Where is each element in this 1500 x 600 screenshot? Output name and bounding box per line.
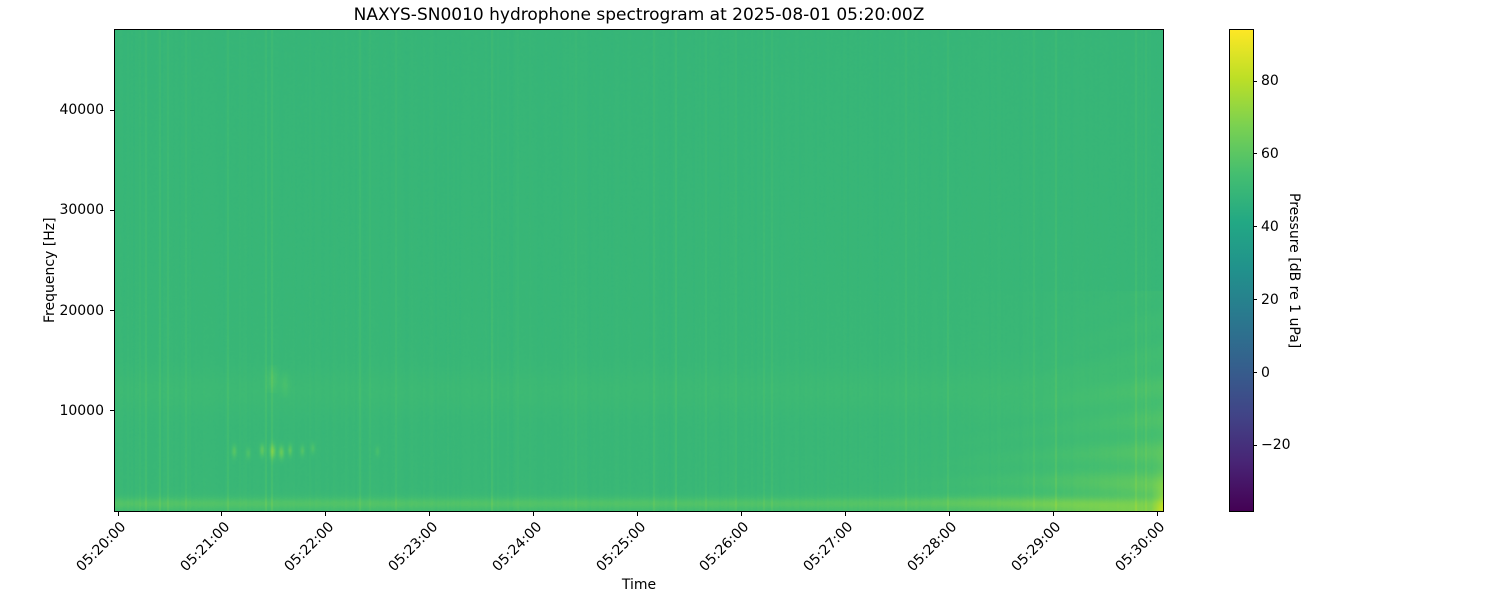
- colorbar-tick-mark: [1253, 372, 1257, 374]
- y-tick-label: 30000: [59, 202, 104, 219]
- x-tick-mark: [221, 512, 223, 516]
- y-tick-mark: [110, 410, 114, 412]
- colorbar-tick-label: 20: [1261, 291, 1279, 308]
- y-tick-mark: [110, 109, 114, 111]
- y-tick-label: 40000: [59, 102, 104, 119]
- colorbar-tick-mark: [1253, 226, 1257, 228]
- colorbar-tick-mark: [1253, 444, 1257, 446]
- colorbar-gradient: [1230, 30, 1253, 511]
- y-tick-mark: [110, 209, 114, 211]
- y-tick-mark: [110, 310, 114, 312]
- x-tick-mark: [429, 512, 431, 516]
- x-tick-mark: [1156, 512, 1158, 516]
- colorbar-tick-label: 80: [1261, 73, 1279, 89]
- y-tick-label: 10000: [59, 402, 104, 419]
- colorbar-tick-label: 60: [1261, 145, 1279, 162]
- x-tick-label: 05:20:00: [73, 519, 130, 575]
- colorbar-tick-label: 40: [1261, 218, 1279, 235]
- x-tick-mark: [740, 512, 742, 516]
- x-tick-mark: [1052, 512, 1054, 516]
- x-tick-mark: [117, 512, 119, 516]
- spectrogram-heatmap: [115, 30, 1163, 511]
- colorbar-tick-mark: [1253, 153, 1257, 155]
- x-tick-mark: [948, 512, 950, 516]
- colorbar-tick-mark: [1253, 299, 1257, 301]
- colorbar-tick-label: −20: [1261, 437, 1291, 454]
- x-tick-mark: [637, 512, 638, 516]
- chart-title: NAXYS-SN0010 hydrophone spectrogram at 2…: [353, 5, 925, 25]
- colorbar: [1229, 29, 1254, 512]
- y-tick-label: 20000: [59, 302, 104, 319]
- x-tick-mark: [533, 512, 535, 516]
- colorbar-tick-label: 0: [1261, 364, 1270, 381]
- plot-area: [114, 29, 1164, 512]
- x-tick-mark: [844, 512, 846, 516]
- colorbar-label: Pressure [dB re 1 uPa]: [1286, 192, 1302, 349]
- x-axis-label: Time: [621, 577, 657, 593]
- x-tick-mark: [325, 512, 327, 516]
- colorbar-tick-mark: [1253, 80, 1257, 82]
